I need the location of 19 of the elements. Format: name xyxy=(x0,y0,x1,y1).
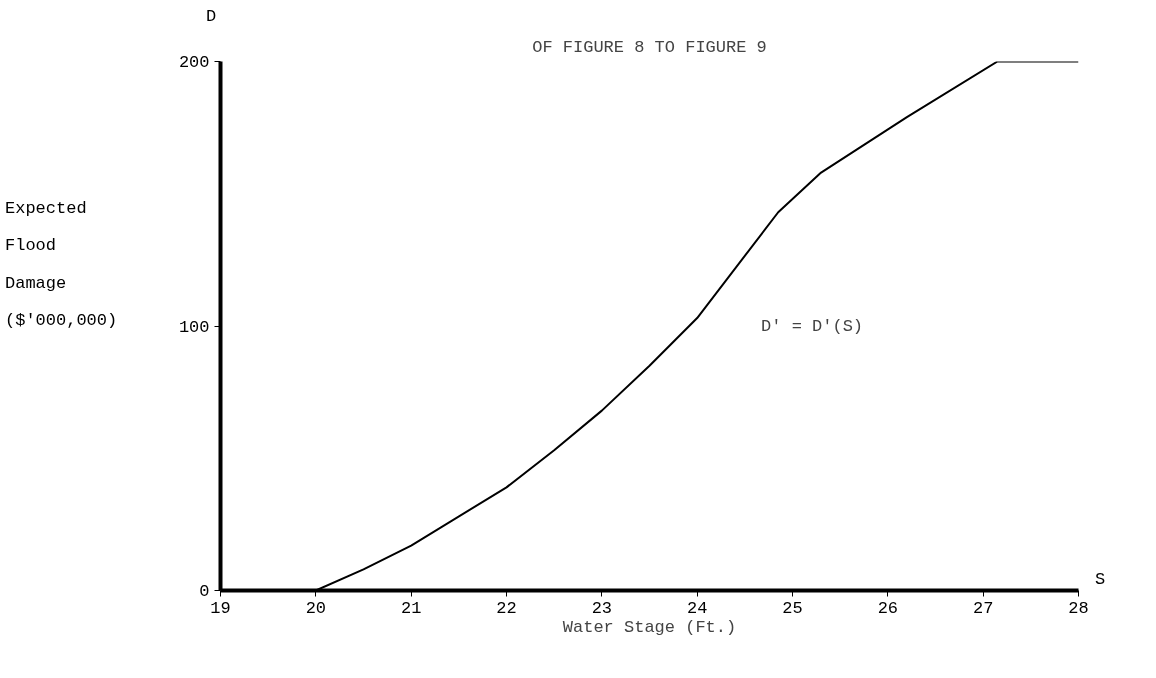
x-tick-label: 27 xyxy=(972,598,994,618)
x-tick-label: 24 xyxy=(686,598,708,618)
text: S xyxy=(1095,569,1106,591)
chart-title: OF FIGURE 8 TO FIGURE 9 xyxy=(532,37,767,57)
y-tick-label: 200 xyxy=(178,53,210,72)
y-tick-label: 100 xyxy=(178,317,210,337)
y-axis-title: Expected Flood Damage ($'000,000) xyxy=(5,198,118,333)
x-tick-label: 26 xyxy=(877,598,899,618)
x-tick-label: 20 xyxy=(305,598,327,618)
x-tick-label: 28 xyxy=(1068,598,1089,618)
x-tick-label: 22 xyxy=(496,598,517,618)
x-tick-label: 23 xyxy=(591,598,613,618)
y-tick-label: 0 xyxy=(199,582,210,601)
x-tick-label: 19 xyxy=(210,598,231,618)
annotation: D' = D'(S) xyxy=(761,316,864,336)
text: D xyxy=(206,6,217,28)
x-tick-label: 25 xyxy=(782,598,803,618)
x-tick-label: 21 xyxy=(400,598,422,618)
x-axis-title: Water Stage (Ft.) xyxy=(562,617,737,637)
